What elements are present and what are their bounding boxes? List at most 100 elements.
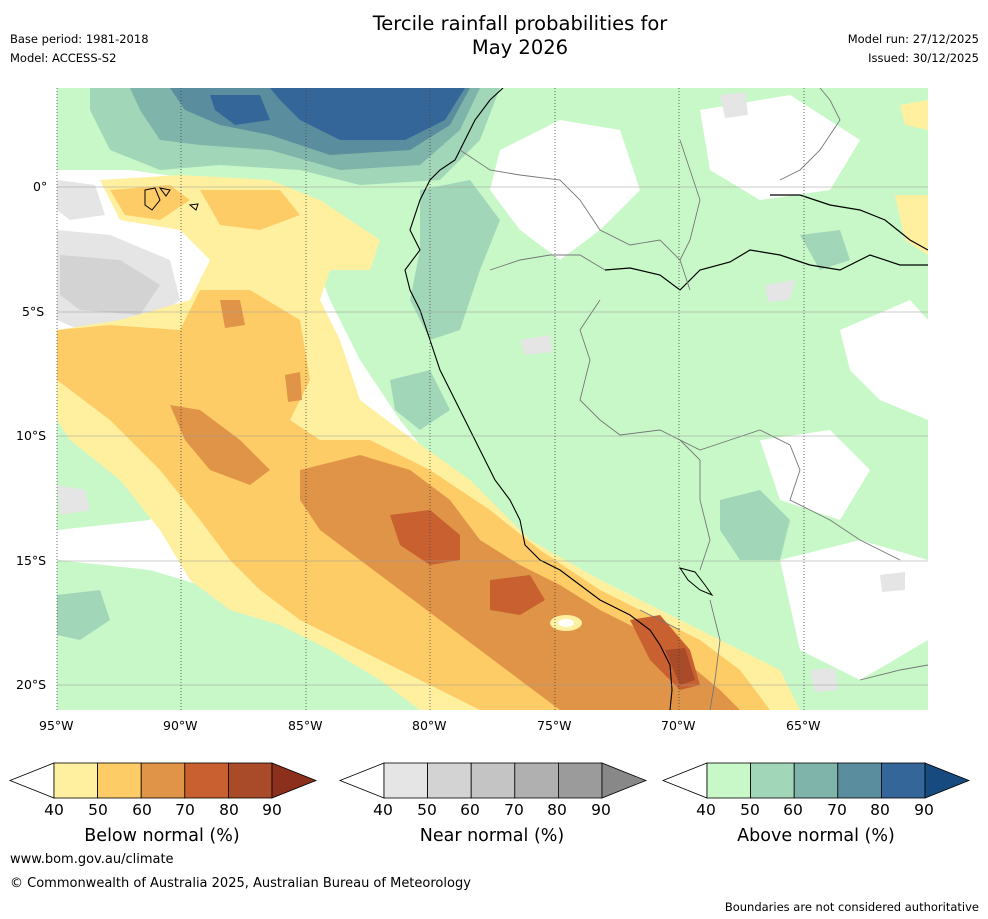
lat-label-10s: 10°S bbox=[16, 428, 47, 443]
galapagos-islands bbox=[144, 187, 199, 211]
tick: 70 bbox=[827, 801, 847, 819]
base-period-text: Base period: 1981-2018 bbox=[10, 32, 149, 46]
colorbar-lower-extend bbox=[8, 762, 55, 799]
no-signal-area bbox=[490, 120, 640, 260]
amazon-river-north bbox=[770, 194, 928, 251]
colorbar-segment bbox=[227, 762, 273, 799]
colorbar-segment bbox=[97, 762, 142, 799]
below-normal-zone bbox=[170, 405, 270, 485]
below-normal-zone bbox=[490, 575, 545, 615]
tick: 80 bbox=[870, 801, 890, 819]
lat-label-0: 0° bbox=[33, 179, 48, 194]
issued-text: Issued: 30/12/2025 bbox=[868, 51, 979, 65]
near-normal-zone bbox=[60, 255, 160, 315]
lon-label-95w: 95°W bbox=[39, 718, 74, 733]
colorbar-upper-extend bbox=[924, 762, 971, 799]
colorbar-lower-extend bbox=[661, 762, 708, 799]
tick: 90 bbox=[914, 801, 934, 819]
colorbar-above-label: Above normal (%) bbox=[737, 826, 895, 846]
tick: 50 bbox=[417, 801, 437, 819]
below-normal-zone bbox=[200, 190, 300, 230]
coastline-south-america bbox=[404, 88, 673, 710]
tick: 80 bbox=[547, 801, 567, 819]
lon-label-90w: 90°W bbox=[163, 718, 198, 733]
below-normal-zone bbox=[110, 185, 190, 220]
colorbar-near bbox=[338, 762, 648, 799]
tick: 90 bbox=[262, 801, 282, 819]
colorbar-segment bbox=[427, 762, 472, 799]
near-normal-zone bbox=[57, 180, 105, 220]
below-normal-zone bbox=[285, 372, 302, 402]
above-normal-zone bbox=[390, 370, 450, 430]
latitude-gridlines bbox=[57, 186, 928, 686]
map-title: Tercile rainfall probabilities for May 2… bbox=[320, 12, 720, 60]
tick: 50 bbox=[740, 801, 760, 819]
lat-label-20s: 20°S bbox=[16, 677, 47, 692]
tick: 40 bbox=[696, 801, 716, 819]
tick: 50 bbox=[88, 801, 108, 819]
lon-label-80w: 80°W bbox=[412, 718, 447, 733]
near-normal-zone bbox=[810, 668, 838, 692]
near-normal-zone bbox=[880, 572, 905, 592]
title-line-2: May 2026 bbox=[471, 36, 569, 59]
tick: 60 bbox=[132, 801, 152, 819]
above-normal-high-zone bbox=[210, 95, 270, 125]
below-normal-zone bbox=[390, 510, 460, 565]
colorbar-segment bbox=[140, 762, 186, 799]
title-line-1: Tercile rainfall probabilities for bbox=[372, 12, 668, 35]
lat-label-15s: 15°S bbox=[16, 553, 47, 568]
above-normal-zone bbox=[57, 590, 110, 640]
no-signal-area bbox=[700, 95, 860, 200]
colorbar-segment bbox=[881, 762, 926, 799]
colorbar-segment bbox=[470, 762, 516, 799]
colorbar-segment bbox=[706, 762, 751, 799]
lon-label-75w: 75°W bbox=[537, 718, 572, 733]
no-signal-area bbox=[840, 300, 928, 420]
model-run-text: Model run: 27/12/2025 bbox=[847, 32, 979, 46]
tick: 90 bbox=[591, 801, 611, 819]
footer-url: www.bom.gov.au/climate bbox=[10, 852, 174, 867]
above-normal-zone-west bbox=[57, 560, 470, 710]
footer-copyright: © Commonwealth of Australia 2025, Austra… bbox=[10, 876, 471, 891]
colorbar-segment bbox=[184, 762, 229, 799]
colorbar-segment bbox=[793, 762, 839, 799]
colorbar-below-label: Below normal (%) bbox=[84, 826, 240, 846]
model-text: Model: ACCESS-S2 bbox=[10, 51, 117, 65]
no-signal-area bbox=[760, 430, 870, 520]
above-normal-zone bbox=[410, 180, 500, 340]
below-normal-zone bbox=[220, 300, 245, 328]
below-normal-zone bbox=[895, 195, 928, 255]
map-field bbox=[57, 88, 928, 710]
colorbar-segment bbox=[837, 762, 882, 799]
colorbar-segment bbox=[558, 762, 603, 799]
tick: 40 bbox=[373, 801, 393, 819]
tick: 70 bbox=[504, 801, 524, 819]
near-normal-zone bbox=[57, 485, 90, 515]
colorbar-lower-extend bbox=[338, 762, 385, 799]
tick: 80 bbox=[219, 801, 239, 819]
above-normal-high-zone bbox=[270, 88, 465, 140]
lon-label-85w: 85°W bbox=[288, 718, 323, 733]
above-normal-zone bbox=[720, 490, 790, 560]
colorbar-segment bbox=[53, 762, 98, 799]
tick: 60 bbox=[783, 801, 803, 819]
tick: 70 bbox=[175, 801, 195, 819]
colorbar-segment bbox=[514, 762, 559, 799]
colorbar-segment bbox=[383, 762, 428, 799]
lon-label-65w: 65°W bbox=[786, 718, 821, 733]
above-normal-zone bbox=[800, 230, 850, 270]
lon-label-70w: 70°W bbox=[661, 718, 696, 733]
below-normal-zone bbox=[900, 100, 928, 130]
lat-label-5s: 5°S bbox=[22, 304, 45, 319]
colorbar-upper-extend bbox=[601, 762, 648, 799]
no-signal-spot bbox=[558, 619, 574, 627]
colorbars bbox=[8, 762, 971, 799]
lake-titicaca bbox=[678, 567, 714, 597]
colorbar-near-label: Near normal (%) bbox=[419, 826, 565, 846]
near-normal-zone bbox=[520, 335, 552, 355]
country-boundaries bbox=[459, 88, 928, 710]
colorbar-segment bbox=[750, 762, 795, 799]
tick: 60 bbox=[460, 801, 480, 819]
tick: 40 bbox=[44, 801, 64, 819]
